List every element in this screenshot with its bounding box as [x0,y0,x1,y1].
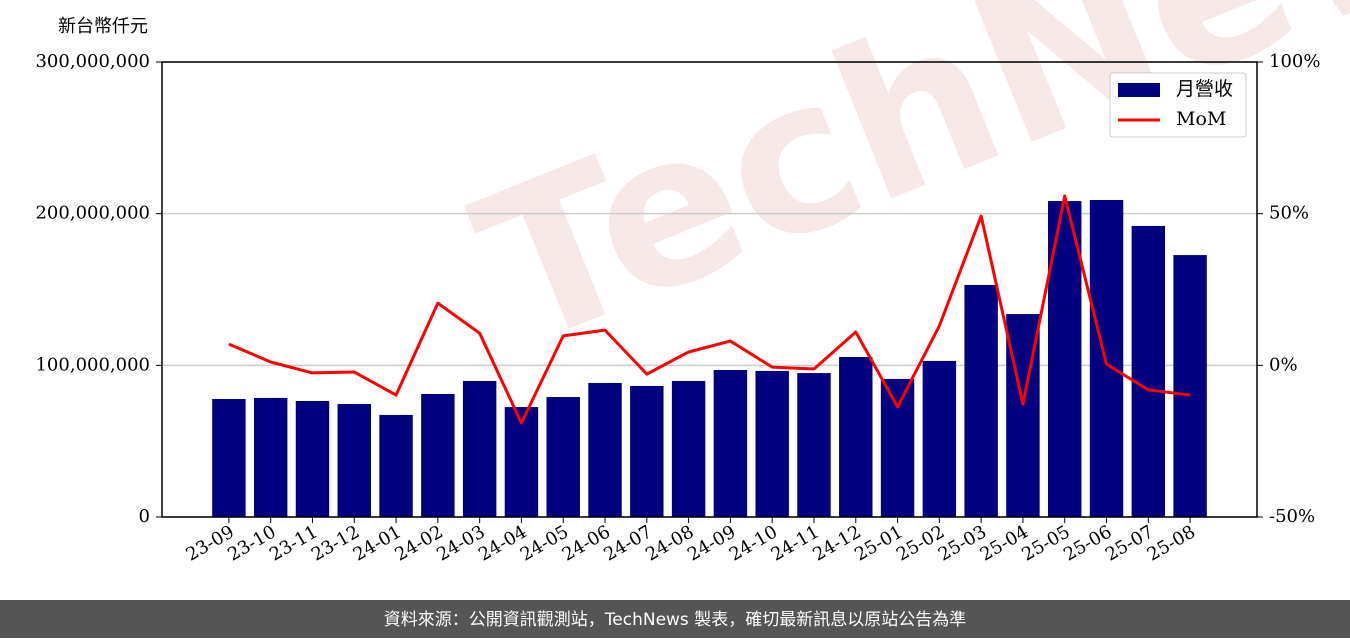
bar [922,360,957,517]
bar [1173,255,1207,518]
footer-text: 資料來源：公開資訊觀測站，TechNews 製表，確切最新訊息以原站公告為準 [384,610,966,630]
watermark: TechNews [448,0,1350,395]
y2-tick-label: -50% [1269,506,1315,527]
x-tick-label: 25-08 [1144,521,1199,565]
legend-label: 月營收 [1176,78,1233,100]
y2-tick-label: 0% [1269,354,1298,375]
y-tick-label: 100,000,000 [35,354,150,375]
bar [588,382,622,517]
bar [671,380,706,517]
y-tick-label: 200,000,000 [35,203,150,224]
bar [421,393,455,517]
bar [797,373,831,517]
y2-tick-label: 100% [1269,51,1320,72]
legend-label: MoM [1176,108,1226,130]
bar [630,385,664,517]
bar [212,399,246,517]
bar [253,397,288,517]
bar [504,407,539,517]
y-tick-label: 300,000,000 [35,51,150,72]
bar [546,397,580,517]
line [228,194,1191,425]
bar [755,370,789,517]
y2-tick-label: 50% [1269,203,1309,224]
y-axis-label: 新台幣仟元 [58,16,148,37]
bar [462,380,497,517]
footer-bar [0,600,1350,638]
bar [1131,225,1166,517]
legend-swatch [1118,83,1160,97]
y-tick-label: 0 [139,506,150,527]
bar [964,284,998,517]
bar [839,356,873,517]
bar [713,370,748,517]
bar [295,400,330,517]
bar [880,378,915,517]
bar [337,404,371,517]
plot-frame [161,61,1258,518]
bar [379,414,413,517]
